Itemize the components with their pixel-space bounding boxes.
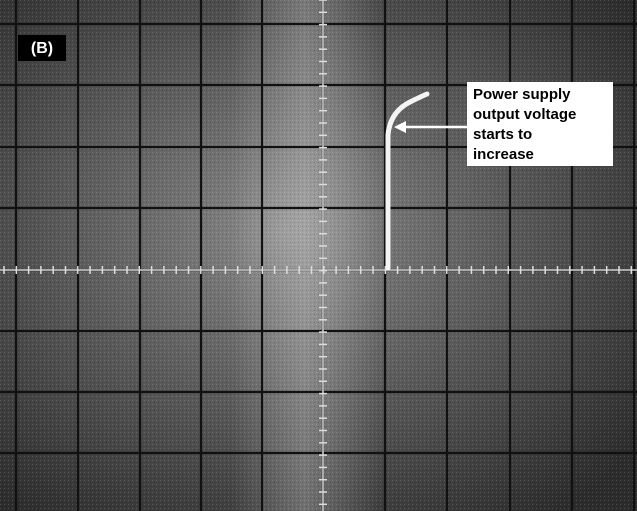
annotation-box [467, 82, 613, 166]
annotation-line: Power supply [473, 86, 571, 103]
annotation: Power supply output voltage starts to in… [394, 82, 613, 166]
annotation-line: increase [473, 146, 534, 163]
arrow-head [394, 121, 406, 133]
trace [385, 91, 430, 271]
panel-label: (B) [31, 40, 53, 57]
annotation-line: starts to [473, 126, 532, 143]
annotation-line: output voltage [473, 106, 576, 123]
panel-label-box: (B) [18, 35, 66, 61]
